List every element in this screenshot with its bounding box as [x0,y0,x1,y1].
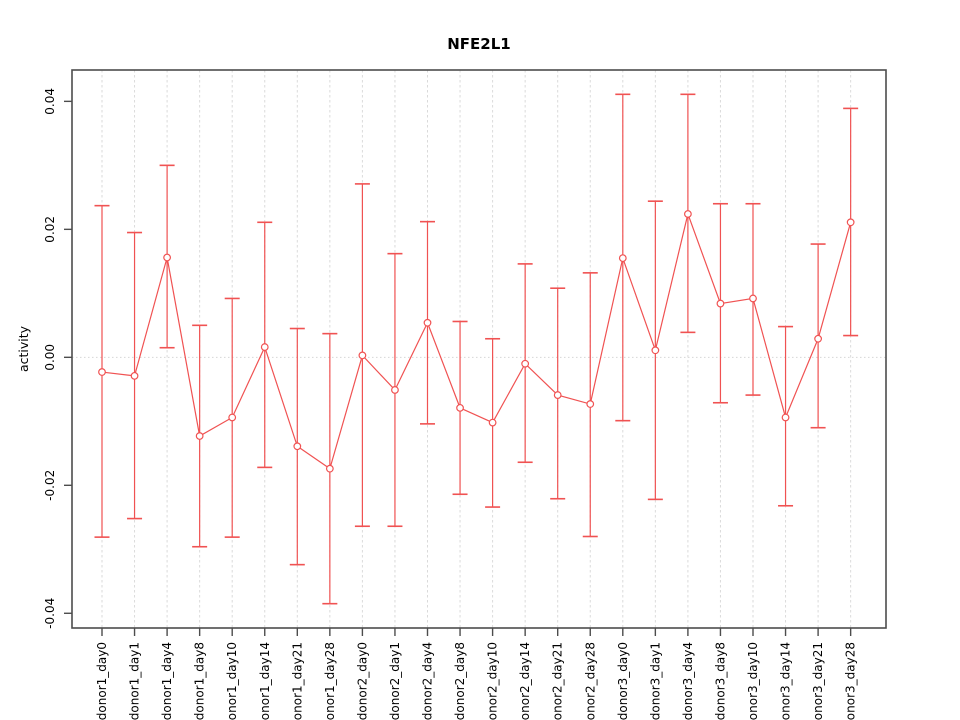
y-tick-label: -0.02 [43,470,57,501]
x-tick-label: donor1_day14 [258,642,272,720]
x-tick-label: donor1_day21 [290,642,304,720]
data-point [293,442,302,451]
x-tick-label: donor1_day8 [193,642,207,720]
data-point [781,413,790,422]
data-point [228,413,237,422]
gridlines-layer [72,70,886,628]
x-tick-label: donor3_day8 [713,642,727,720]
x-tick-label: donor2_day8 [453,642,467,720]
data-point [195,432,204,440]
plot-box [71,69,887,629]
data-point [618,254,627,263]
series-line [101,211,852,470]
y-tick-label: 0.02 [43,216,57,243]
x-tick-label: donor2_day4 [421,642,435,720]
data-point [521,359,530,368]
data-point [814,334,822,343]
data-point [358,351,367,360]
data-point [488,418,497,427]
y-tick-label: 0.04 [43,88,57,115]
data-point [716,299,725,308]
data-point [325,464,334,473]
data-point [423,318,432,327]
data-layer [94,93,859,605]
y-axis-label: activity [16,325,31,372]
x-tick-label: donor2_day0 [355,642,369,720]
data-point [846,218,855,227]
data-point [553,391,562,399]
x-tick-label: donor1_day10 [225,642,239,720]
data-point [391,386,399,394]
x-tick-label: donor3_day1 [648,642,662,720]
data-point [456,403,464,412]
x-tick-label: donor2_day14 [518,642,532,720]
data-point [651,346,660,355]
x-tick-label: donor3_day0 [616,642,630,720]
x-tick-label: donor3_day14 [779,642,793,720]
x-tick-label: donor1_day1 [128,642,142,720]
x-tick-label: donor1_day4 [160,642,174,720]
data-point [130,371,139,380]
data-point [98,368,106,376]
x-tick-label: donor2_day1 [388,642,402,720]
chart-title: NFE2L1 [447,35,510,53]
x-tick-label: donor2_day28 [583,642,597,720]
data-point [163,253,172,262]
x-tick-label: donor1_day0 [95,642,109,720]
y-tick-label: -0.04 [43,598,57,629]
data-point [684,210,692,218]
x-tick-label: donor2_day10 [486,642,500,720]
x-tick-label: donor3_day28 [844,642,858,720]
x-tick-label: donor2_day21 [551,642,565,720]
data-point [260,343,269,351]
x-tick-label: donor1_day28 [323,642,337,720]
y-tick-label: 0.00 [43,344,57,371]
axes-layer: 0.04 0.02 0.00 -0.02 -0.04 donor1_day0 donor1_… [43,69,887,720]
data-point [749,294,757,303]
data-point [586,400,595,408]
x-tick-label: donor3_day21 [811,642,825,720]
x-tick-label: donor3_day10 [746,642,760,720]
x-tick-label: donor3_day4 [681,642,695,720]
